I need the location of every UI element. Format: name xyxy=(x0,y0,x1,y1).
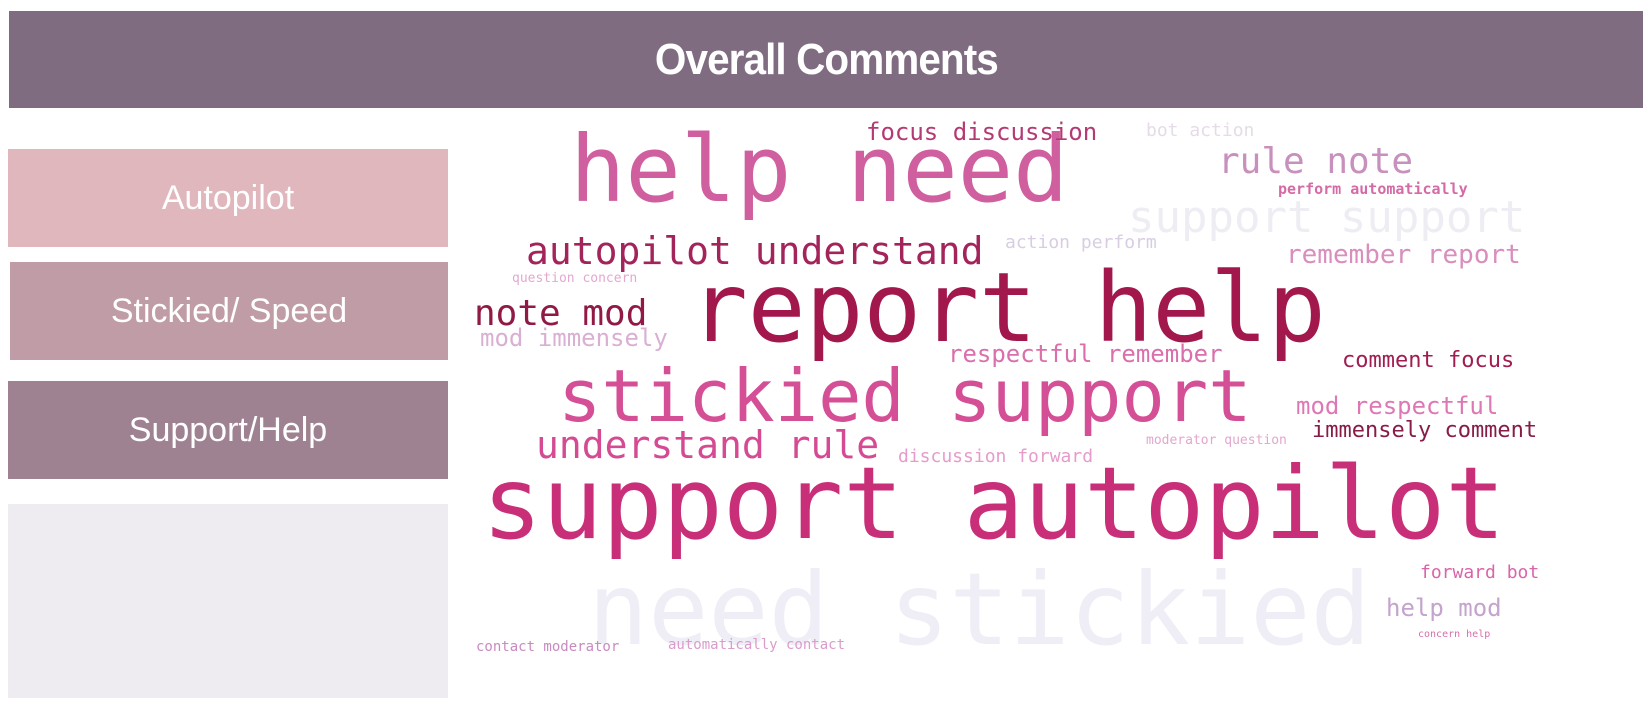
legend-support-help: Support/Help xyxy=(8,381,448,479)
cloud-word: note mod xyxy=(474,293,648,334)
cloud-word: remember report xyxy=(1286,240,1521,270)
word-cloud: help need focus discussion bot action ru… xyxy=(470,120,1640,705)
cloud-word: help need xyxy=(570,116,1069,223)
cloud-word: concern help xyxy=(1418,629,1491,640)
cloud-word: understand rule xyxy=(536,423,880,467)
cloud-word: forward bot xyxy=(1420,562,1540,583)
cloud-word: support support xyxy=(1128,192,1526,243)
cloud-word: automatically contact xyxy=(668,637,846,653)
cloud-word: rule note xyxy=(1218,141,1414,182)
cloud-word: moderator question xyxy=(1146,433,1287,448)
cloud-word: stickied support xyxy=(558,354,1252,438)
cloud-word: discussion forward xyxy=(898,446,1094,467)
cloud-word: help mod xyxy=(1386,594,1502,622)
legend-stickied-speed: Stickied/ Speed xyxy=(10,262,448,360)
header-banner: Overall Comments xyxy=(9,11,1643,108)
cloud-word: support autopilot xyxy=(482,445,1506,562)
cloud-word: immensely comment xyxy=(1312,418,1538,443)
cloud-word: mod immensely xyxy=(480,324,668,352)
legend-autopilot: Autopilot xyxy=(8,149,448,247)
cloud-word: contact moderator xyxy=(476,639,620,655)
legend-empty xyxy=(8,504,448,698)
cloud-word: report help xyxy=(690,252,1326,364)
cloud-word: bot action xyxy=(1146,120,1255,141)
cloud-word: question concern xyxy=(512,271,638,286)
cloud-word: mod respectful xyxy=(1296,392,1499,420)
cloud-word: autopilot understand xyxy=(526,229,984,273)
cloud-word: comment focus xyxy=(1342,348,1515,373)
cloud-word: need stickied xyxy=(588,551,1371,668)
cloud-word: action perform xyxy=(1005,232,1157,253)
cloud-word: respectful remember xyxy=(948,340,1223,368)
page-title: Overall Comments xyxy=(654,34,999,84)
cloud-word: focus discussion xyxy=(866,118,1098,146)
cloud-word: perform automatically xyxy=(1278,180,1468,198)
